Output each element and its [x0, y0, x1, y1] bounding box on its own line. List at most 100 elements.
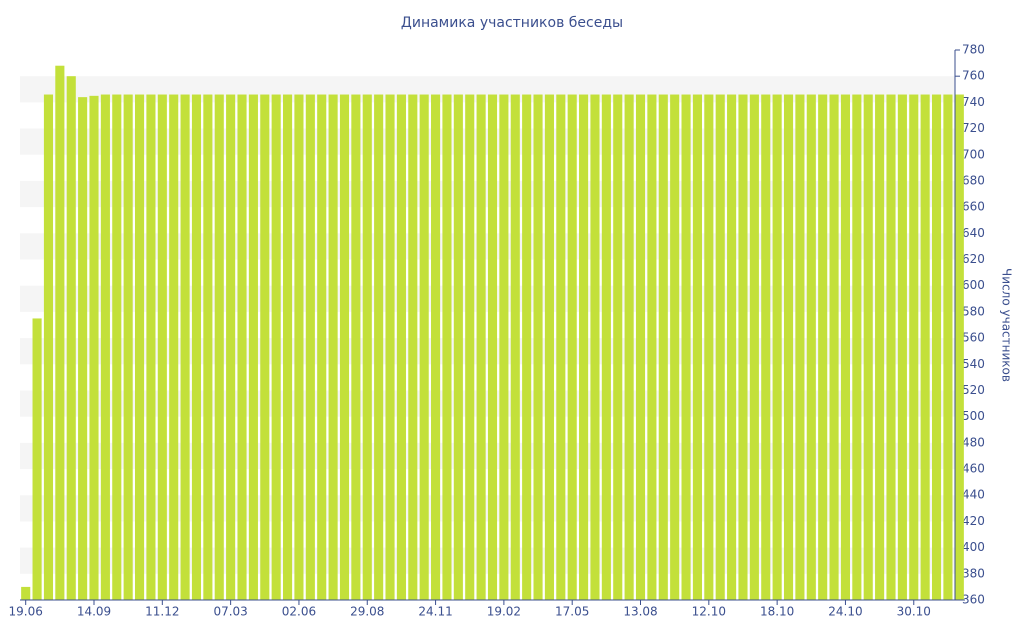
bar	[43, 94, 54, 601]
x-tick-label: 12.10	[692, 605, 726, 619]
x-tick-label: 17.05	[555, 605, 589, 619]
bar	[169, 94, 179, 601]
bar	[112, 94, 122, 601]
bar	[476, 94, 486, 601]
x-tick-label: 29.08	[350, 605, 384, 619]
bar	[214, 94, 224, 601]
bar	[909, 94, 919, 601]
bar	[829, 94, 839, 601]
y-tick-label: 400	[962, 540, 985, 554]
bar	[920, 94, 930, 601]
bar	[499, 94, 509, 601]
y-tick-label: 420	[962, 514, 985, 528]
y-tick-label: 720	[962, 121, 985, 135]
x-tick-label: 30.10	[897, 605, 931, 619]
bar	[772, 94, 782, 601]
bar	[738, 94, 748, 601]
bar	[157, 94, 167, 601]
bar	[66, 76, 76, 600]
y-tick-label: 680	[962, 173, 985, 187]
bar	[362, 94, 372, 601]
y-tick-label: 380	[962, 566, 985, 580]
bar	[294, 94, 304, 601]
bar	[863, 94, 873, 601]
y-tick-label: 500	[962, 409, 985, 423]
y-tick-label: 460	[962, 462, 985, 476]
bar	[203, 94, 213, 601]
bar	[226, 94, 236, 601]
y-tick-label: 600	[962, 278, 985, 292]
y-tick-label: 480	[962, 435, 985, 449]
bar	[271, 94, 281, 601]
bar	[897, 94, 907, 601]
y-tick-label: 780	[962, 43, 985, 57]
y-tick-label: 760	[962, 69, 985, 83]
x-tick-label: 24.10	[828, 605, 862, 619]
bar	[431, 94, 441, 601]
chart-title: Динамика участников беседы	[401, 15, 623, 31]
bar	[146, 94, 156, 601]
bar	[544, 94, 554, 601]
bar	[510, 94, 520, 601]
bar	[749, 94, 759, 601]
bar	[134, 94, 145, 601]
bar	[681, 94, 691, 601]
bar	[579, 94, 589, 601]
bar	[840, 94, 851, 601]
x-tick-label: 19.06	[9, 605, 43, 619]
bar	[670, 94, 680, 601]
bar	[658, 94, 668, 601]
x-tick-label: 24.11	[418, 605, 452, 619]
bar	[601, 94, 611, 601]
x-tick-label: 18.10	[760, 605, 794, 619]
bar	[317, 94, 327, 601]
bar	[374, 94, 384, 601]
bar	[465, 94, 475, 601]
bar	[351, 94, 361, 601]
y-tick-label: 740	[962, 95, 985, 109]
bar	[328, 94, 338, 601]
y-tick-label: 580	[962, 304, 985, 318]
bar	[487, 94, 498, 601]
bar	[931, 94, 942, 601]
bar	[806, 94, 816, 601]
bar	[783, 94, 794, 601]
y-tick-label: 640	[962, 226, 985, 240]
bar	[237, 94, 247, 601]
y-tick-label: 540	[962, 357, 985, 371]
bar	[89, 95, 99, 600]
bar	[100, 94, 110, 601]
bar	[715, 94, 725, 601]
x-tick-label: 11.12	[145, 605, 179, 619]
bar	[21, 586, 31, 600]
bar	[522, 94, 532, 601]
y-tick-label: 660	[962, 200, 985, 214]
bar	[32, 318, 42, 600]
y-tick-label: 560	[962, 331, 985, 345]
bar	[624, 94, 634, 601]
bar	[260, 94, 270, 601]
x-tick-label: 13.08	[623, 605, 657, 619]
bar	[408, 94, 418, 601]
bar	[283, 94, 293, 601]
bar	[385, 94, 395, 601]
x-tick-label: 07.03	[213, 605, 247, 619]
bar	[954, 94, 964, 601]
x-tick-label: 02.06	[282, 605, 316, 619]
bar	[123, 94, 133, 601]
y-tick-label: 360	[962, 593, 985, 607]
bar	[727, 94, 737, 601]
y-tick-label: 520	[962, 383, 985, 397]
bar	[453, 94, 463, 601]
bar	[818, 94, 828, 601]
bar	[556, 94, 566, 601]
bar	[704, 94, 714, 601]
y-tick-label: 440	[962, 488, 985, 502]
bar	[875, 94, 885, 601]
bar	[442, 94, 452, 601]
y-axis-label: Число участников	[1000, 268, 1014, 382]
bar	[248, 94, 258, 601]
bar	[180, 94, 190, 601]
bar	[78, 97, 88, 601]
